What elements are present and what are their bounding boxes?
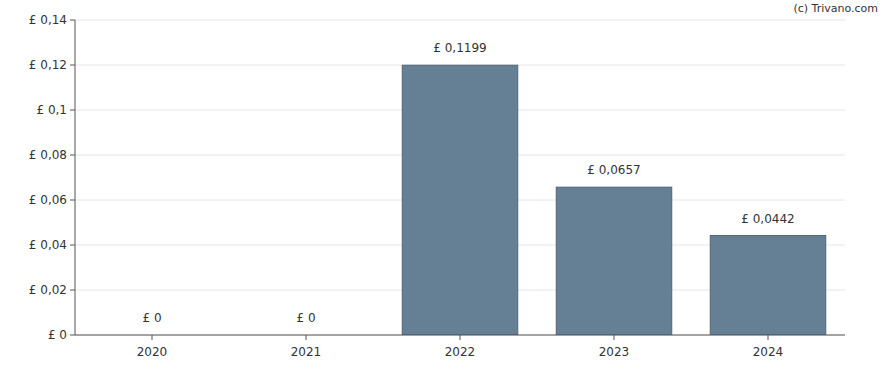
grid — [75, 20, 845, 335]
data-label: £ 0,0442 — [741, 212, 794, 226]
x-tick — [306, 335, 307, 340]
chart-container: £ 0 £ 0,02 £ 0,04 £ 0,06 £ 0,08 £ 0,1 £ 0,12 £ … — [0, 0, 888, 370]
x-tick-label: 2022 — [445, 345, 476, 359]
data-label: £ 0 — [142, 311, 161, 325]
y-tick-label: £ 0,12 — [29, 58, 67, 72]
y-tick — [70, 200, 75, 201]
y-tick-label: £ 0,14 — [29, 13, 67, 27]
y-axis — [75, 20, 76, 335]
y-tick — [70, 110, 75, 111]
y-tick — [70, 20, 75, 21]
credit: (c) Trivano.com — [793, 2, 878, 15]
y-tick-label: £ 0,02 — [29, 283, 67, 297]
y-tick-label: £ 0 — [48, 328, 67, 342]
y-tick-label: £ 0,1 — [36, 103, 67, 117]
x-tick-label: 2023 — [599, 345, 630, 359]
bar — [402, 65, 518, 335]
y-tick-label: £ 0,06 — [29, 193, 67, 207]
chart: £ 0 £ 0,02 £ 0,04 £ 0,06 £ 0,08 £ 0,1 £ 0,12 £ … — [0, 0, 888, 370]
bar — [556, 187, 672, 335]
y-tick — [70, 155, 75, 156]
y-tick — [70, 290, 75, 291]
x-tick — [768, 335, 769, 340]
y-tick-label: £ 0,08 — [29, 148, 67, 162]
bar — [710, 236, 826, 335]
y-tick-label: £ 0,04 — [29, 238, 67, 252]
y-tick — [70, 65, 75, 66]
x-tick — [614, 335, 615, 340]
bars — [402, 65, 826, 335]
x-tick — [152, 335, 153, 340]
x-tick-label: 2020 — [137, 345, 168, 359]
data-label: £ 0,0657 — [587, 163, 640, 177]
x-tick — [460, 335, 461, 340]
y-tick — [70, 245, 75, 246]
x-tick-label: 2021 — [291, 345, 322, 359]
y-tick — [70, 335, 75, 336]
data-label: £ 0,1199 — [433, 41, 486, 55]
grid-line — [75, 20, 845, 21]
x-tick-label: 2024 — [753, 345, 784, 359]
data-label: £ 0 — [296, 311, 315, 325]
